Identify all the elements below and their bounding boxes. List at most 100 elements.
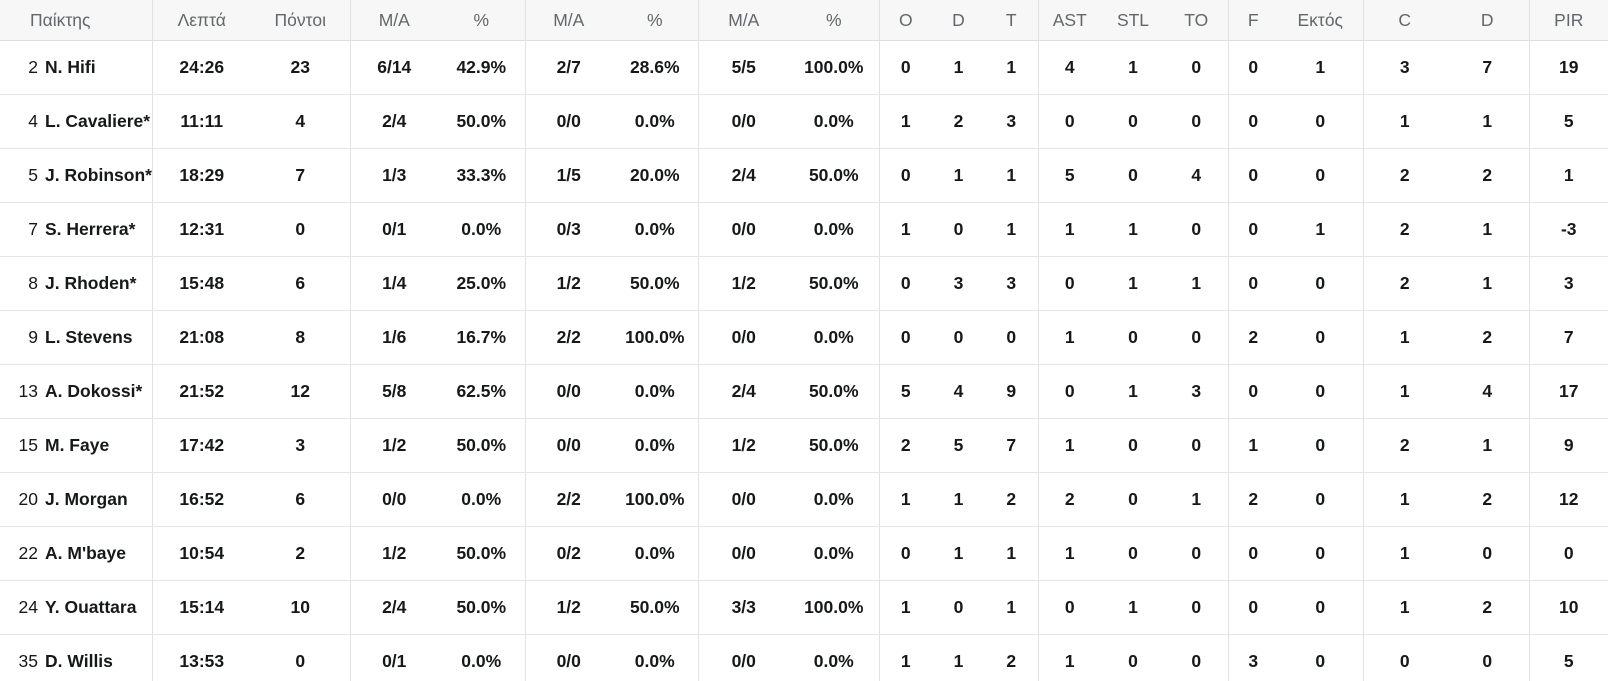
stat-cell-fg3-pct: 100.0% <box>612 472 699 527</box>
stat-cell-fg3-pct: 0.0% <box>612 364 699 419</box>
player-row[interactable]: 7 S. Herrera* 12:31 0 0/1 0.0% 0/3 0.0% 0/0 0.0% 1… <box>0 202 1608 257</box>
stat-cell-stl: 0 <box>1101 472 1165 527</box>
stat-cell-reb-o: 0 <box>879 310 932 365</box>
player-cell[interactable]: 20 J. Morgan <box>0 472 153 527</box>
column-header-reb-t: T <box>985 0 1039 41</box>
player-name: N. Hifi <box>45 57 96 77</box>
stat-cell-pir: 17 <box>1529 364 1608 419</box>
stat-cell-points: 23 <box>251 40 351 95</box>
player-cell[interactable]: 24 Y. Ouattara <box>0 580 153 635</box>
stat-cell-to: 0 <box>1165 634 1229 681</box>
stat-cell-fg3-ma: 1/5 <box>525 148 612 203</box>
player-row[interactable]: 4 L. Cavaliere* 11:11 4 2/4 50.0% 0/0 0.0% 0/0 0.… <box>0 94 1608 149</box>
stat-cell-fg3-pct: 0.0% <box>612 94 699 149</box>
stat-cell-d: 2 <box>1446 148 1530 203</box>
column-header-player: Παίκτης <box>0 0 153 41</box>
stat-cell-pir: 1 <box>1529 148 1608 203</box>
column-header-ft-ma: M/A <box>698 0 789 41</box>
stat-cell-fg2-pct: 62.5% <box>438 364 526 419</box>
player-cell[interactable]: 4 L. Cavaliere* <box>0 94 153 149</box>
stat-cell-ft-ma: 0/0 <box>698 94 789 149</box>
stat-cell-ft-pct: 50.0% <box>789 148 880 203</box>
player-number: 35 <box>18 651 38 671</box>
stat-cell-reb-t: 1 <box>985 580 1039 635</box>
stat-cell-fg3-ma: 1/2 <box>525 256 612 311</box>
player-row[interactable]: 9 L. Stevens 21:08 8 1/6 16.7% 2/2 100.0% 0/0 0.0… <box>0 310 1608 365</box>
stat-cell-ektos: 0 <box>1278 418 1364 473</box>
stat-cell-reb-o: 1 <box>879 94 932 149</box>
player-name: J. Rhoden* <box>45 273 137 293</box>
stat-cell-reb-t: 2 <box>985 472 1039 527</box>
stat-cell-fg3-ma: 0/0 <box>525 94 612 149</box>
player-cell[interactable]: 22 A. M'baye <box>0 526 153 581</box>
stat-cell-minutes: 21:08 <box>152 310 251 365</box>
player-cell[interactable]: 15 M. Faye <box>0 418 153 473</box>
column-header-ft-pct: % <box>789 0 880 41</box>
stats-table-body: 2 N. Hifi 24:26 23 6/14 42.9% 2/7 28.6% 5/5 100.0… <box>0 40 1608 681</box>
stat-cell-ast: 1 <box>1038 418 1101 473</box>
player-row[interactable]: 13 A. Dokossi* 21:52 12 5/8 62.5% 0/0 0.0% 2/4 50… <box>0 364 1608 419</box>
player-row[interactable]: 20 J. Morgan 16:52 6 0/0 0.0% 2/2 100.0% 0/0 0.0%… <box>0 472 1608 527</box>
player-cell[interactable]: 9 L. Stevens <box>0 310 153 365</box>
stat-cell-points: 7 <box>251 148 351 203</box>
stat-cell-to: 0 <box>1165 310 1229 365</box>
stat-cell-c: 2 <box>1363 202 1446 257</box>
stat-cell-pir: 19 <box>1529 40 1608 95</box>
stat-cell-ft-pct: 0.0% <box>789 634 880 681</box>
stat-cell-f: 2 <box>1228 472 1278 527</box>
player-row[interactable]: 24 Y. Ouattara 15:14 10 2/4 50.0% 1/2 50.0% 3/3 1… <box>0 580 1608 635</box>
stat-cell-c: 1 <box>1363 526 1446 581</box>
stat-cell-points: 8 <box>251 310 351 365</box>
stat-cell-pir: 12 <box>1529 472 1608 527</box>
stat-cell-reb-d: 0 <box>932 202 985 257</box>
stat-cell-to: 0 <box>1165 580 1229 635</box>
stat-cell-ft-ma: 0/0 <box>698 526 789 581</box>
stat-cell-ektos: 0 <box>1278 148 1364 203</box>
column-header-fg2-ma: M/A <box>350 0 438 41</box>
stat-cell-ft-ma: 0/0 <box>698 634 789 681</box>
player-cell[interactable]: 2 N. Hifi <box>0 40 153 95</box>
stat-cell-points: 3 <box>251 418 351 473</box>
player-name: S. Herrera* <box>45 219 136 239</box>
stat-cell-d: 1 <box>1446 202 1530 257</box>
stat-cell-fg3-ma: 2/2 <box>525 472 612 527</box>
player-cell[interactable]: 35 D. Willis <box>0 634 153 681</box>
player-name: A. Dokossi* <box>45 381 143 401</box>
stat-cell-reb-t: 9 <box>985 364 1039 419</box>
stat-cell-fg2-pct: 33.3% <box>438 148 526 203</box>
stat-cell-fg2-pct: 50.0% <box>438 526 526 581</box>
stat-cell-c: 1 <box>1363 364 1446 419</box>
player-row[interactable]: 2 N. Hifi 24:26 23 6/14 42.9% 2/7 28.6% 5/5 100.0… <box>0 40 1608 95</box>
stat-cell-d: 1 <box>1446 418 1530 473</box>
stat-cell-to: 0 <box>1165 94 1229 149</box>
stat-cell-stl: 0 <box>1101 148 1165 203</box>
player-row[interactable]: 22 A. M'baye 10:54 2 1/2 50.0% 0/2 0.0% 0/0 0.0% 0… <box>0 526 1608 581</box>
stat-cell-fg3-pct: 50.0% <box>612 580 699 635</box>
stat-cell-reb-d: 1 <box>932 148 985 203</box>
player-number: 4 <box>28 111 38 131</box>
stat-cell-fg2-ma: 1/2 <box>350 526 438 581</box>
player-cell[interactable]: 7 S. Herrera* <box>0 202 153 257</box>
stat-cell-fg2-pct: 50.0% <box>438 418 526 473</box>
player-row[interactable]: 15 M. Faye 17:42 3 1/2 50.0% 0/0 0.0% 1/2 50.0% 2 5… <box>0 418 1608 473</box>
stat-cell-fg3-pct: 0.0% <box>612 202 699 257</box>
player-row[interactable]: 35 D. Willis 13:53 0 0/1 0.0% 0/0 0.0% 0/0 0.0% 1 1… <box>0 634 1608 681</box>
stat-cell-fg3-ma: 0/0 <box>525 634 612 681</box>
stat-cell-points: 4 <box>251 94 351 149</box>
player-row[interactable]: 8 J. Rhoden* 15:48 6 1/4 25.0% 1/2 50.0% 1/2 50.0… <box>0 256 1608 311</box>
column-header-d: D <box>1446 0 1530 41</box>
stat-cell-reb-t: 1 <box>985 40 1039 95</box>
player-cell[interactable]: 5 J. Robinson* <box>0 148 153 203</box>
stat-cell-stl: 0 <box>1101 526 1165 581</box>
player-cell[interactable]: 8 J. Rhoden* <box>0 256 153 311</box>
column-header-fg2-pct: % <box>438 0 526 41</box>
player-number: 5 <box>28 165 38 185</box>
stat-cell-ft-ma: 2/4 <box>698 148 789 203</box>
player-cell[interactable]: 13 A. Dokossi* <box>0 364 153 419</box>
stat-cell-to: 0 <box>1165 418 1229 473</box>
player-row[interactable]: 5 J. Robinson* 18:29 7 1/3 33.3% 1/5 20.0% 2/4 50… <box>0 148 1608 203</box>
player-name: M. Faye <box>45 435 110 455</box>
stat-cell-ektos: 0 <box>1278 472 1364 527</box>
stat-cell-d: 2 <box>1446 472 1530 527</box>
